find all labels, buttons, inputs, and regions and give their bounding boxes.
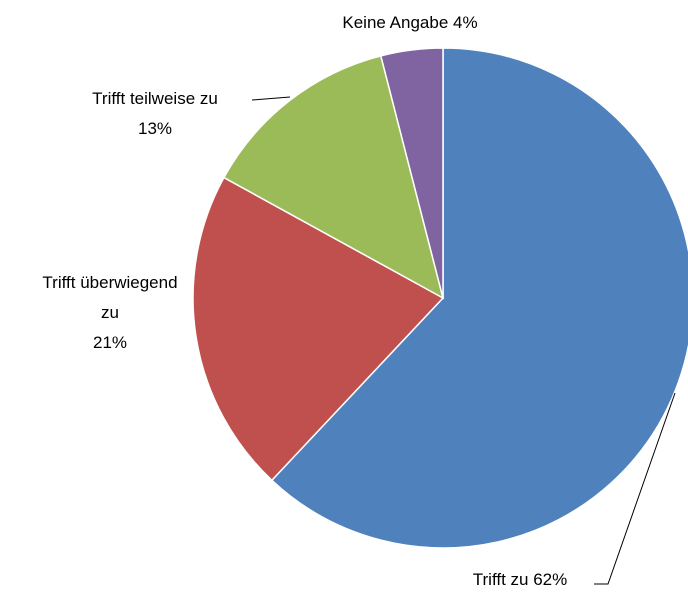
pie-slice	[270, 47, 688, 549]
value-label: 13%	[137, 119, 173, 138]
value-label: 62%	[533, 570, 568, 589]
category-label: Trifft überwiegend zu	[42, 273, 178, 322]
value-label: 4%	[453, 13, 478, 32]
pie-slice	[379, 47, 444, 299]
slice-label: Trifft teilweise zu 13%	[50, 84, 260, 144]
category-label: Keine Angabe	[342, 13, 449, 32]
pie	[192, 47, 688, 549]
pie-slice	[192, 176, 445, 482]
leader-line	[594, 392, 676, 585]
slice-label: Keine Angabe 4%	[300, 8, 520, 38]
category-label: Trifft teilweise zu	[92, 89, 218, 108]
slice-label: Trifft überwiegend zu 21%	[40, 268, 180, 358]
category-label: Trifft zu	[472, 570, 529, 589]
pie-slice	[222, 54, 445, 300]
leader-line	[251, 96, 291, 101]
slice-label: Trifft zu 62%	[440, 565, 600, 595]
value-label: 21%	[92, 333, 128, 352]
